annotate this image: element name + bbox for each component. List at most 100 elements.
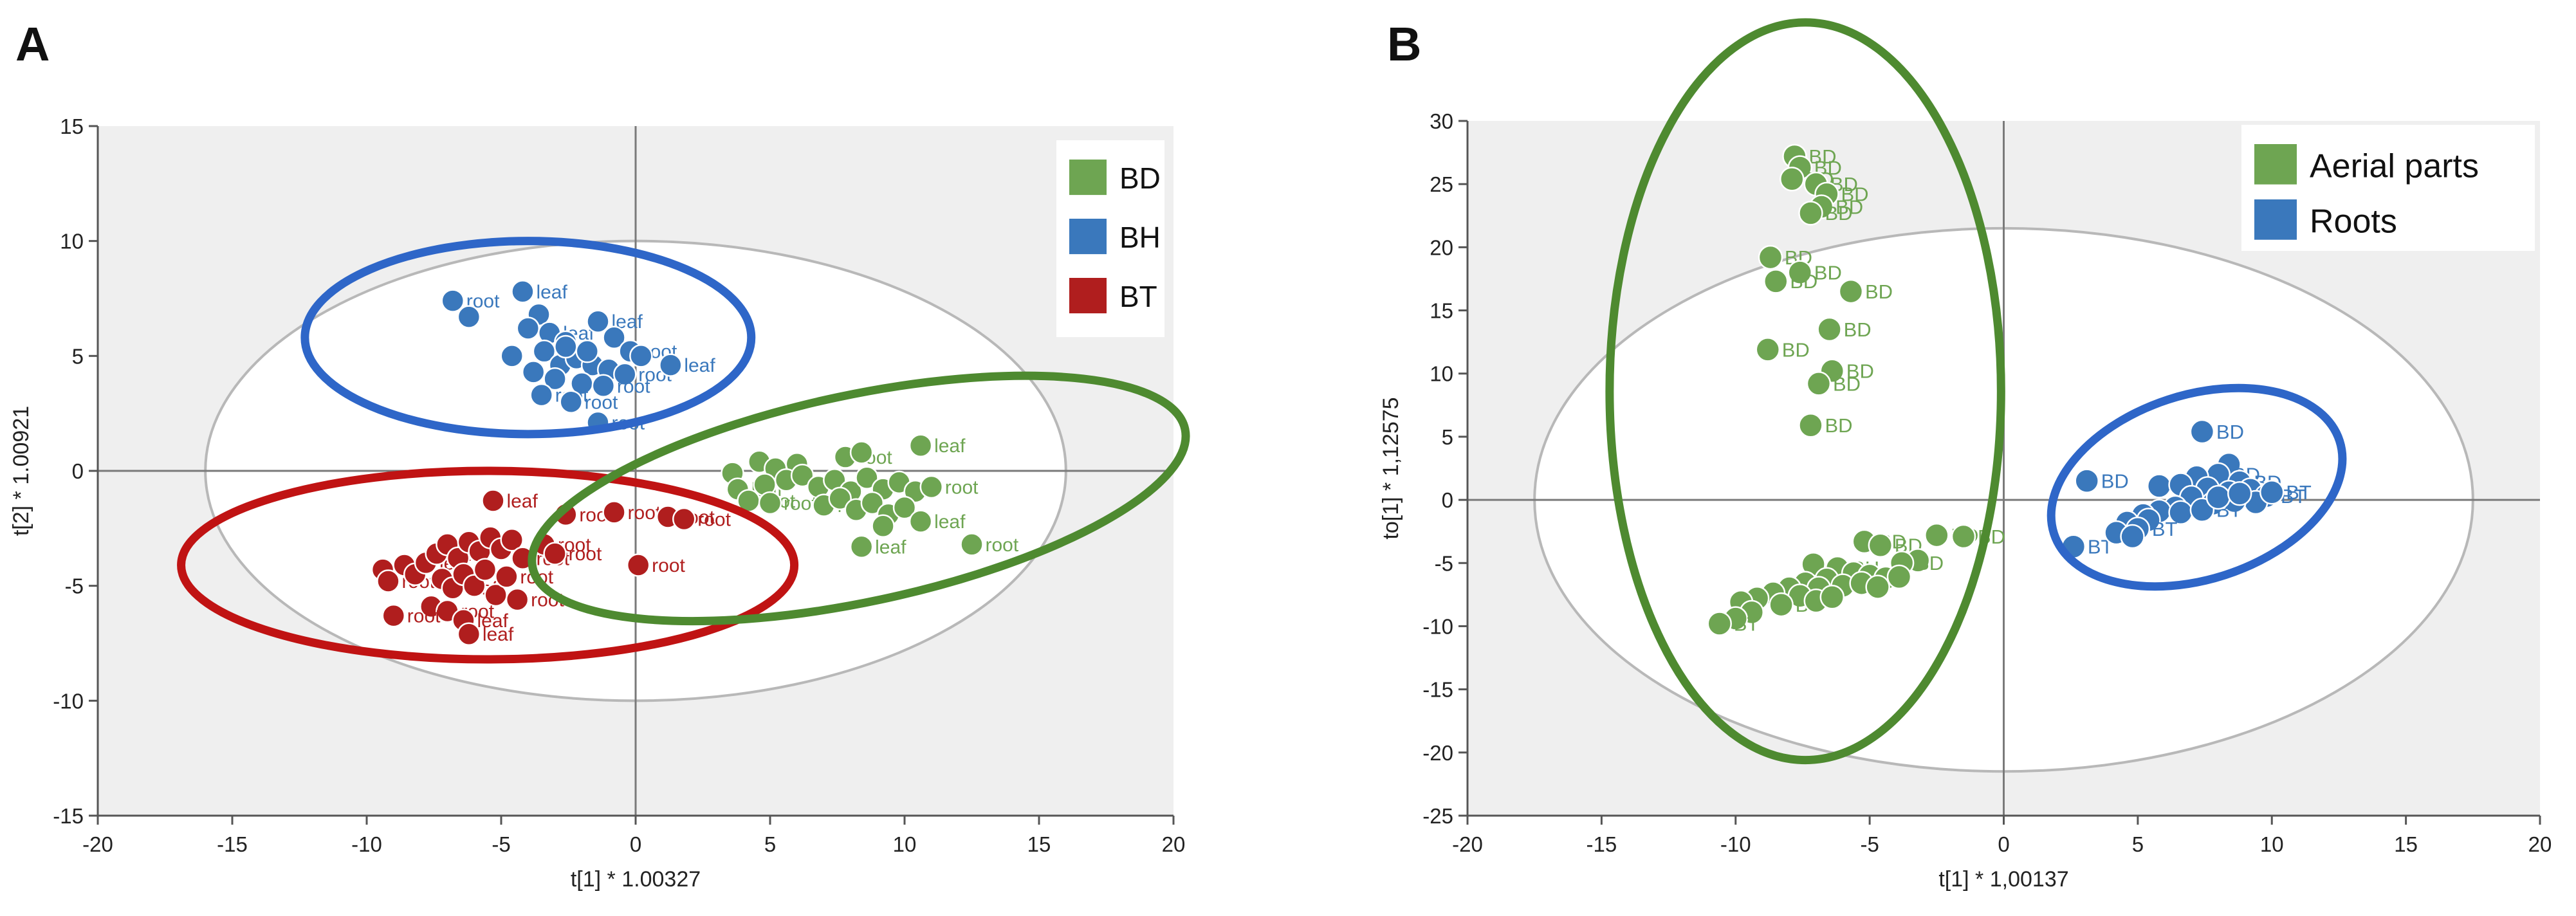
data-point-a: [908, 509, 933, 533]
data-point-a: [626, 553, 650, 577]
x-tick-label-b: 10: [2260, 832, 2284, 856]
point-label-a: root: [628, 502, 661, 524]
data-point-b: [2259, 480, 2285, 505]
point-label-a: leaf: [934, 435, 966, 457]
x-tick-label-b: -5: [1860, 832, 1879, 856]
y-tick-label-a: 10: [60, 230, 84, 253]
y-tick-label-a: -15: [53, 804, 84, 828]
point-label-b: BD: [1790, 270, 1817, 293]
data-point-b: [1806, 371, 1832, 396]
point-label-a: root: [569, 544, 602, 565]
data-point-b: [1763, 269, 1789, 294]
data-point-b: [1780, 167, 1805, 192]
x-tick-label-b: -10: [1720, 832, 1751, 856]
y-tick-label-b: 20: [1430, 235, 1453, 259]
group-ellipse-a-1: [177, 466, 799, 664]
data-point-a: [602, 325, 626, 349]
point-label-a: leaf: [875, 536, 906, 558]
data-point-a: [554, 334, 578, 359]
legend-swatch-b: [2254, 199, 2297, 240]
y-tick-label-a: -10: [53, 689, 84, 713]
point-label-b: BD: [1782, 338, 1810, 361]
group-ellipse-a-2: [528, 371, 1190, 626]
data-point-a: [629, 344, 653, 368]
data-point-a: [500, 344, 524, 368]
y-tick-label-b: -10: [1422, 614, 1453, 638]
data-point-a: [575, 339, 600, 363]
data-point-a: [457, 305, 481, 329]
data-point-a: [828, 486, 852, 511]
x-tick-label-b: -15: [1587, 832, 1617, 856]
legend-swatch-b: [2254, 144, 2297, 185]
chart-a: rootleafleafleafrootrootrootrootrootroot…: [9, 114, 1190, 892]
data-point-a: [441, 289, 465, 313]
x-tick-label-a: -20: [82, 832, 113, 856]
x-tick-label-a: 10: [893, 832, 917, 856]
point-label-b: BD: [1825, 414, 1852, 437]
data-point-b: [1868, 533, 1893, 558]
point-label-a: root: [784, 493, 817, 515]
data-point-a: [382, 603, 406, 628]
data-point-a: [758, 491, 782, 515]
x-tick-label-a: 20: [1162, 832, 1186, 856]
data-point-a: [860, 491, 885, 515]
point-label-b: BD: [2216, 421, 2244, 443]
y-tick-label-b: -15: [1422, 678, 1453, 702]
legend-label-a: BD: [1119, 161, 1161, 195]
data-point-b: [2227, 481, 2252, 506]
data-point-a: [559, 390, 583, 414]
data-point-b: [1819, 585, 1845, 610]
legend-b: Aerial parts Roots: [2241, 125, 2535, 251]
point-label-a: root: [986, 535, 1019, 556]
point-label-b: BD: [2101, 470, 2129, 492]
data-point-b: [1951, 524, 1976, 549]
legend-label-b: Aerial parts: [2310, 147, 2479, 185]
x-tick-label-a: 15: [1027, 832, 1051, 856]
y-tick-label-b: -20: [1422, 741, 1453, 765]
data-point-b: [1707, 611, 1732, 636]
point-label-a: leaf: [934, 511, 966, 533]
point-label-b: BD: [1833, 372, 1861, 395]
data-point-a: [376, 569, 400, 593]
point-label-a: leaf: [536, 282, 567, 303]
y-tick-label-a: 5: [72, 344, 84, 368]
data-point-a: [672, 507, 696, 531]
point-label-b: BD: [1916, 552, 1944, 574]
x-tick-label-a: -15: [217, 832, 248, 856]
data-point-a: [602, 500, 626, 524]
point-label-b: BD: [1865, 280, 1893, 303]
y-tick-label-b: 5: [1442, 425, 1453, 449]
legend-a: BD BH BT: [1056, 140, 1164, 337]
data-point-a: [516, 316, 540, 340]
x-tick-label-b: 15: [2394, 832, 2418, 856]
point-label-a: leaf: [477, 610, 508, 632]
data-point-a: [543, 542, 567, 565]
legend-label-b: Roots: [2310, 203, 2397, 240]
data-point-a: [473, 558, 497, 582]
chart-b: BDBDBDBDBDBDBDBDBDBDBDBDBDBDBDBDBDBDBDBD…: [1379, 18, 2552, 892]
y-tick-label-b: 10: [1430, 362, 1453, 386]
data-point-b: [1758, 244, 1783, 270]
x-tick-label-b: 5: [2132, 832, 2144, 856]
y-axis-title-a: t[2] * 1.00921: [9, 406, 33, 536]
point-label-b: BT: [1734, 612, 1760, 635]
y-tick-label-b: 15: [1430, 299, 1453, 323]
y-tick-label-a: 15: [60, 114, 84, 138]
point-label-a: root: [697, 509, 731, 531]
y-tick-label-b: 25: [1430, 172, 1453, 196]
data-point-a: [481, 489, 505, 513]
data-point-a: [908, 434, 933, 457]
point-label-b: BD: [1814, 261, 1842, 284]
panel-label-b: B: [1387, 17, 1422, 71]
data-point-b: [1755, 337, 1781, 362]
data-point-a: [871, 514, 895, 538]
data-point-b: [1838, 279, 1864, 304]
point-label-b: BD: [1846, 360, 1874, 383]
data-point-a: [919, 475, 944, 499]
data-point-b: [2189, 419, 2215, 444]
data-point-b: [1769, 592, 1794, 618]
point-label-b: BD: [1841, 183, 1868, 206]
data-point-b: [1924, 522, 1949, 548]
legend-label-a: BH: [1119, 221, 1161, 254]
